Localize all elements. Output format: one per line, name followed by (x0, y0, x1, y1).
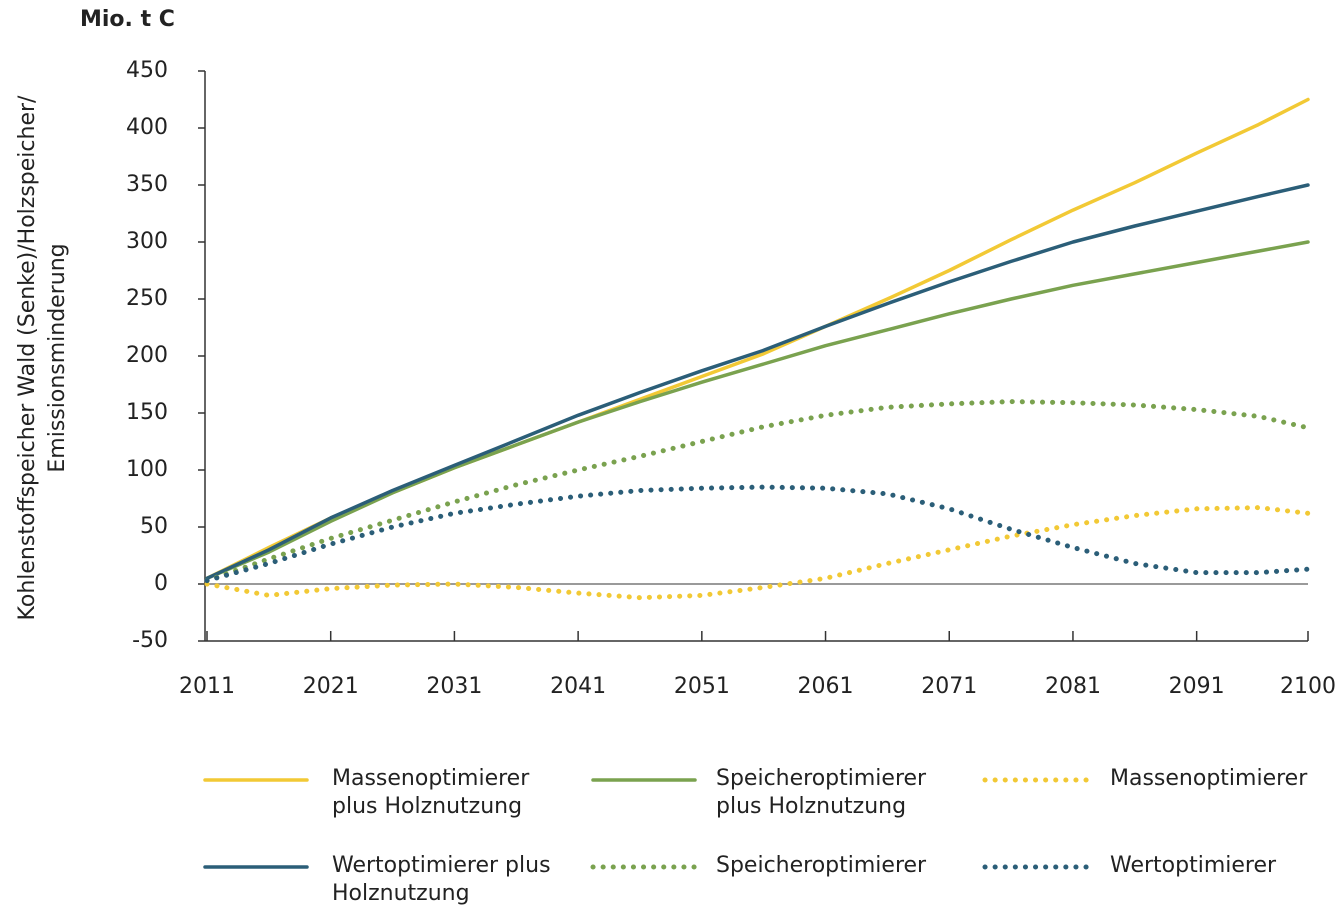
y-tick-label: 300 (126, 229, 168, 254)
y-axis-label: Emissionsminderung (45, 243, 70, 472)
y-tick-label: 100 (126, 457, 168, 482)
y-tick-label: 150 (126, 400, 168, 425)
y-tick-label: 400 (126, 115, 168, 140)
legend-label: Massenoptimierer (1110, 766, 1308, 791)
series-line (204, 505, 1311, 601)
series-line (205, 183, 1310, 581)
y-tick-label: 0 (154, 571, 168, 596)
series-line (204, 484, 1311, 584)
series-line (204, 399, 1311, 584)
y-axis-label: Kohlenstoffspeicher Wald (Senke)/Holzspe… (15, 95, 40, 620)
x-tick-label: 2051 (674, 674, 730, 699)
y-tick-label: 450 (126, 58, 168, 83)
legend-label: Massenoptimierer plus Holznutzung (332, 766, 530, 819)
x-tick-label: 2031 (426, 674, 482, 699)
legend-label: Wertoptimierer plus Holznutzung (332, 853, 551, 906)
x-tick-label: 2021 (303, 674, 359, 699)
x-tick-label: 2071 (921, 674, 977, 699)
y-tick-label: 200 (126, 343, 168, 368)
x-tick-label: 2061 (798, 674, 854, 699)
y-tick-label: 50 (140, 514, 168, 539)
x-tick-label: 2081 (1045, 674, 1101, 699)
series-line (205, 240, 1310, 581)
x-tick-label: 2100 (1280, 674, 1336, 699)
y-tick-label: 250 (126, 286, 168, 311)
y-tick-label: 350 (126, 172, 168, 197)
unit-label: Mio. t C (80, 7, 175, 32)
x-tick-label: 2091 (1169, 674, 1225, 699)
x-tick-label: 2011 (179, 674, 235, 699)
x-tick-label: 2041 (550, 674, 606, 699)
series-line (205, 97, 1310, 581)
y-tick-label: -50 (132, 628, 168, 653)
legend-label: Speicheroptimierer (716, 853, 927, 878)
legend-label: Speicheroptimierer plus Holznutzung (716, 766, 927, 819)
legend-label: Wertoptimierer (1110, 853, 1277, 878)
